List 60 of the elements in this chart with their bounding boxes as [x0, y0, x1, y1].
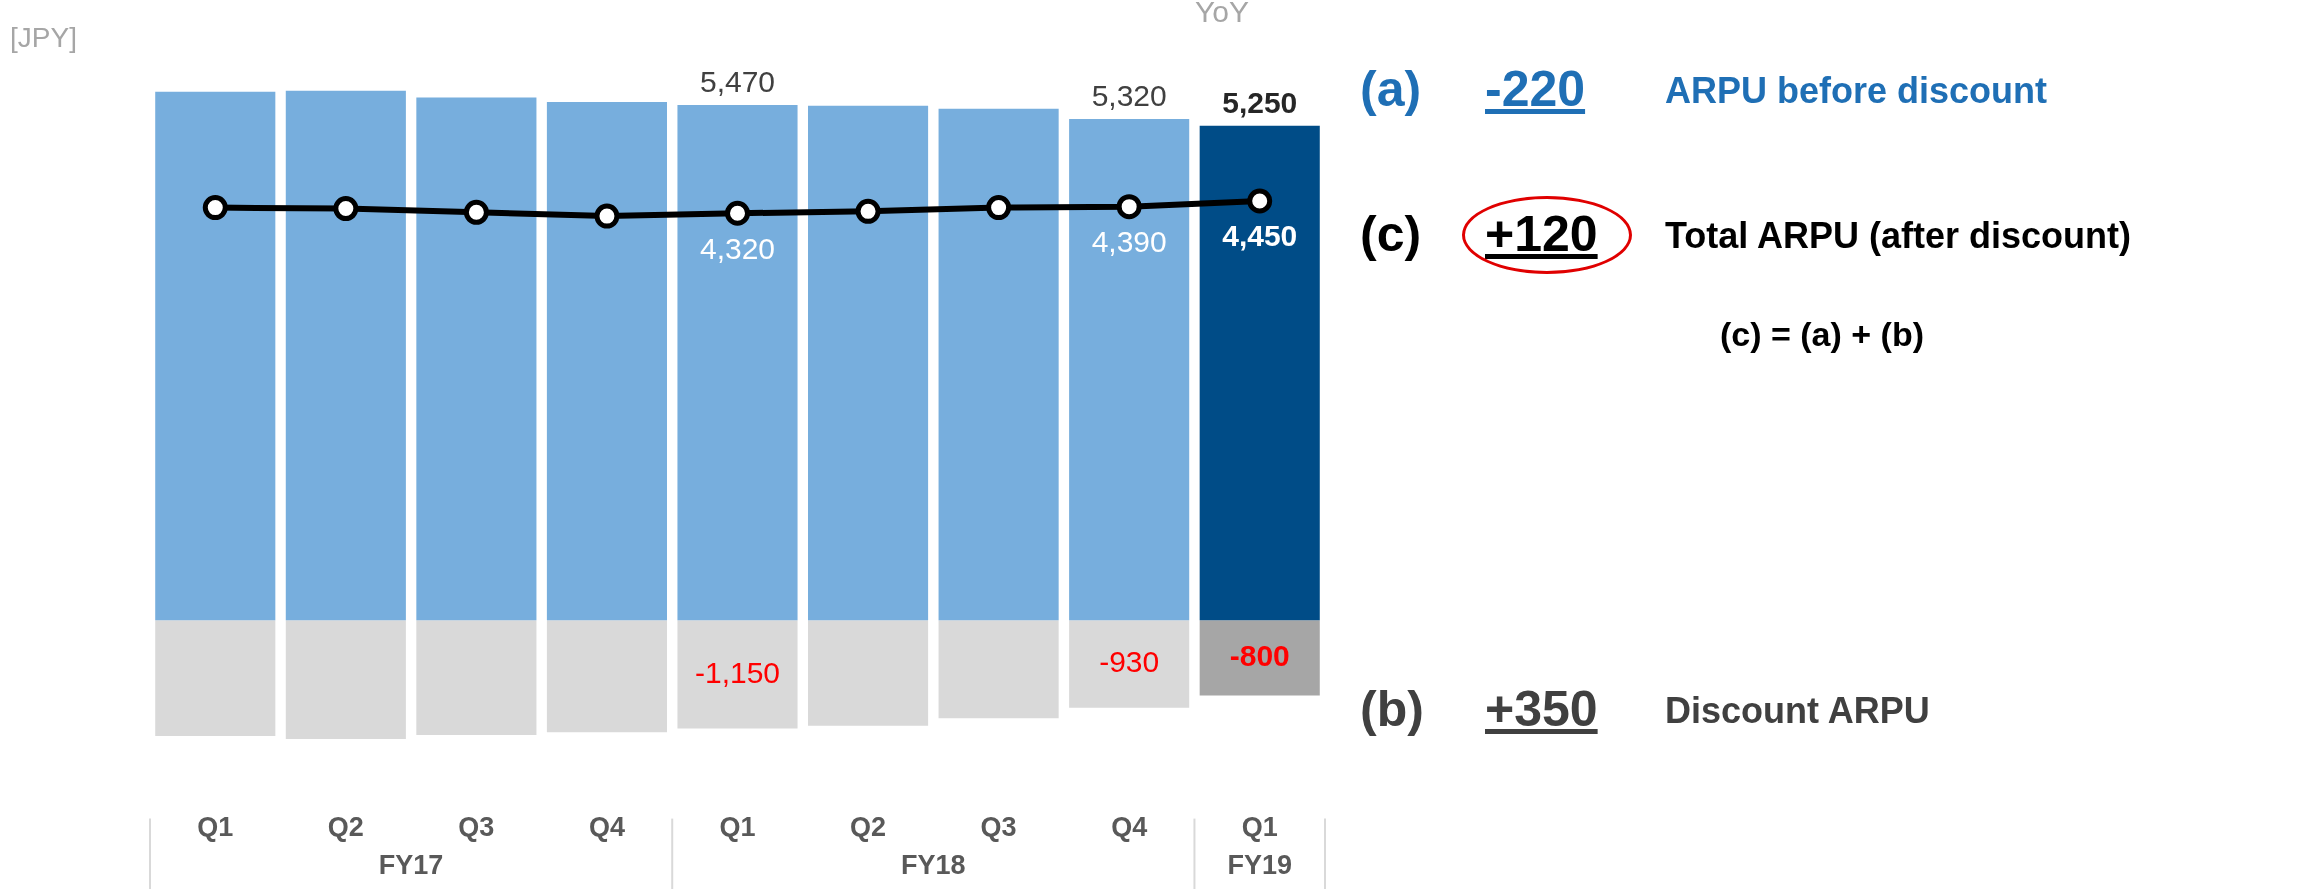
- x-tick-label: Q1: [1241, 812, 1278, 843]
- bar: [1199, 620, 1320, 696]
- x-tick-label: Q2: [850, 812, 887, 843]
- point: [725, 200, 750, 226]
- text: FY17: [378, 849, 444, 880]
- text: +120: [1485, 205, 1598, 263]
- point: [594, 203, 620, 229]
- x-tick-label: Q3: [458, 812, 495, 843]
- text: (b): [1360, 680, 1424, 738]
- bar: [285, 90, 406, 621]
- data-label: 4,390: [1091, 224, 1167, 258]
- data-label: 5,470: [699, 65, 776, 99]
- text: ARPU before discount: [1665, 70, 2048, 112]
- data-label: 4,320: [699, 231, 776, 265]
- bar: [938, 108, 1059, 621]
- point: [1116, 194, 1142, 220]
- bar: [1069, 119, 1190, 621]
- data-label: -1,150: [694, 655, 781, 689]
- point: [1247, 188, 1273, 214]
- text: (c) = (a) + (b): [1720, 315, 1925, 354]
- bar: [938, 620, 1059, 719]
- bar: [677, 620, 798, 729]
- annotation: YoY: [1195, 0, 1249, 29]
- data-label: 5,320: [1091, 79, 1167, 113]
- point: [855, 198, 881, 224]
- bar: [546, 620, 667, 733]
- point: [202, 195, 228, 221]
- bar: [1069, 620, 1190, 708]
- bar: [808, 105, 929, 621]
- data-label: -930: [1099, 645, 1160, 679]
- bar: [155, 91, 276, 621]
- text: Total ARPU (after discount): [1665, 215, 2131, 257]
- bar: [416, 97, 537, 621]
- data-label: -800: [1229, 639, 1290, 673]
- text: FY19: [1227, 849, 1292, 880]
- x-tick-label: Q1: [197, 812, 234, 843]
- text: (a): [1360, 60, 1422, 118]
- bar: [416, 620, 537, 736]
- point: [986, 195, 1012, 221]
- x-tick-label: Q4: [1111, 812, 1148, 843]
- text: Discount ARPU: [1665, 690, 1930, 732]
- text: [JPY]: [10, 22, 77, 54]
- point: [333, 196, 359, 222]
- text: (c): [1360, 205, 1422, 263]
- x-tick-label: Q2: [327, 812, 364, 843]
- bar: [808, 620, 929, 726]
- data-label: 4,450: [1222, 219, 1298, 253]
- point: [463, 199, 489, 225]
- bar: [546, 102, 667, 621]
- text: FY18: [901, 849, 966, 880]
- data-label: 5,250: [1222, 85, 1298, 119]
- x-tick-label: Q4: [588, 812, 625, 843]
- bar: [155, 620, 276, 737]
- x-tick-label: Q3: [980, 812, 1017, 843]
- bar: [285, 620, 406, 739]
- x-tick-label: Q1: [719, 812, 756, 843]
- bar: [1199, 125, 1320, 621]
- text: +350: [1485, 680, 1598, 738]
- bar: [677, 104, 798, 621]
- text: -220: [1485, 60, 1586, 118]
